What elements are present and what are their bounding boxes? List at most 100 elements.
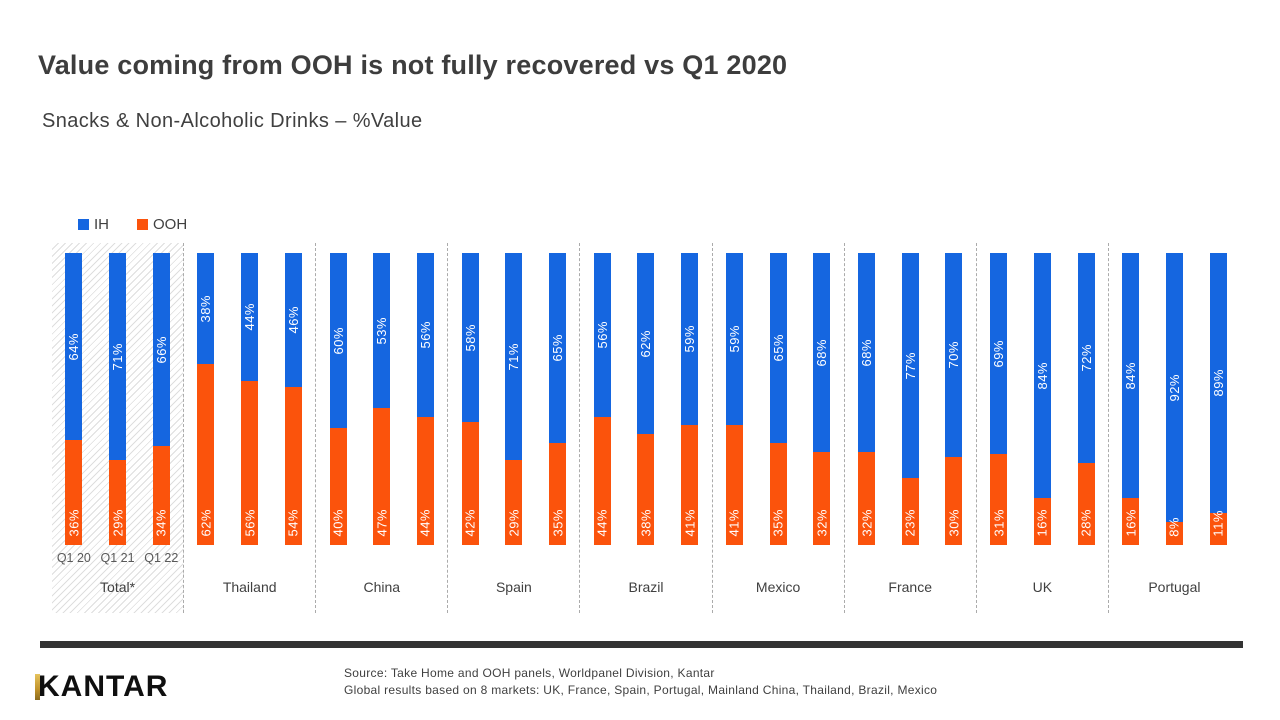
ih-value-label: 69% (991, 339, 1007, 368)
group-label: Mexico (755, 579, 801, 595)
ih-value-label: 68% (814, 338, 830, 367)
ooh-color-swatch (137, 219, 148, 230)
group-label: France (888, 579, 932, 595)
bar-segment-ih: 89% (1209, 253, 1227, 513)
bar-tick-label: Q1 20 (56, 551, 91, 565)
stacked-bar: 44% 56% (241, 253, 259, 545)
bar-tick-empty (888, 551, 932, 567)
stacked-bar: 59% 41% (681, 253, 699, 545)
market-group-mexico: 59% 41% 65% 35% 68% 32% Mexico (713, 243, 845, 613)
source-note: Source: Take Home and OOH panels, Worldp… (344, 665, 937, 699)
bar-segment-ooh (197, 363, 215, 545)
ooh-value-label: 23% (902, 509, 918, 537)
kantar-gold-mark (35, 674, 40, 700)
ooh-value-label: 62% (198, 509, 214, 537)
bar-segment-ooh (858, 451, 875, 545)
bar-tick-empty (756, 551, 800, 567)
bar-tick-empty (448, 551, 492, 567)
bar-segment-ooh (1165, 521, 1183, 545)
bar-segment-ooh (637, 434, 655, 545)
ooh-value-label: 31% (991, 509, 1007, 537)
stacked-bar: 58% 42% (461, 253, 479, 545)
ooh-value-label: 16% (1034, 509, 1050, 537)
ih-value-label: 84% (1123, 361, 1139, 390)
stacked-bar: 59% 41% (725, 253, 743, 545)
stacked-bar: 77% 23% (901, 253, 919, 545)
bar-ticks-row (184, 551, 315, 567)
ih-value-label: 70% (946, 341, 962, 369)
legend-item-ih: IH (78, 216, 109, 233)
ih-value-label: 84% (1034, 361, 1050, 390)
bar-segment-ih: 60% (329, 253, 347, 429)
ooh-value-label: 40% (330, 509, 346, 537)
bar-segment-ih: 77% (901, 253, 919, 478)
stacked-bar: 65% 35% (549, 253, 567, 545)
bar-tick-label: Q1 21 (100, 551, 135, 565)
bar-segment-ih: 56% (593, 253, 611, 417)
market-group-total: 64% 36% 71% 29% 66% 34% Q1 20 Q1 21 Q1 22 Total* (52, 243, 185, 613)
bar-segment-ih: 56% (416, 253, 434, 417)
bars-row: 59% 41% 65% 35% 68% 32% (713, 253, 844, 545)
bar-segment-ih: 92% (1165, 253, 1183, 522)
stacked-bar: 70% 30% (945, 253, 963, 545)
bar-segment-ih: 65% (769, 253, 787, 443)
bar-segment-ooh (1209, 512, 1227, 545)
ooh-value-label: 44% (417, 509, 433, 537)
group-label: Portugal (1148, 579, 1201, 595)
ih-value-label: 71% (110, 342, 126, 371)
bar-segment-ih: 68% (813, 253, 831, 452)
source-line-2: Global results based on 8 markets: UK, F… (344, 683, 938, 697)
group-label: UK (1032, 579, 1053, 595)
bar-segment-ooh (461, 422, 479, 545)
stacked-bar: 62% 38% (637, 253, 655, 545)
bar-segment-ooh (1077, 463, 1095, 545)
market-group-brazil: 56% 44% 62% 38% 59% 41% Brazil (580, 243, 713, 613)
ooh-value-label: 30% (946, 509, 962, 537)
bar-tick-empty (1020, 551, 1064, 567)
stacked-bar: 46% 54% (284, 253, 302, 545)
bar-ticks-row (713, 551, 844, 567)
bar-segment-ooh (241, 381, 259, 545)
ih-color-swatch (78, 219, 89, 230)
ooh-value-label: 34% (153, 509, 169, 537)
stacked-bar: 69% 31% (990, 253, 1008, 545)
bar-segment-ooh (505, 460, 523, 545)
bar-tick-empty (228, 551, 272, 567)
market-group-france: 68% 32% 77% 23% 70% 30% France (845, 243, 977, 613)
ih-value-label: 66% (153, 335, 169, 364)
bar-segment-ih: 71% (505, 253, 523, 461)
bar-segment-ih: 72% (1077, 253, 1095, 464)
legend-item-ooh: OOH (137, 216, 187, 233)
bar-segment-ooh (416, 416, 434, 545)
ih-value-label: 65% (770, 334, 786, 362)
bars-row: 64% 36% 71% 29% 66% 34% (52, 253, 183, 545)
ih-value-label: 77% (902, 351, 918, 380)
bar-segment-ih: 71% (109, 253, 127, 461)
ih-value-label: 71% (506, 342, 522, 371)
bar-ticks-row (845, 551, 976, 567)
stacked-bar: 92% 8% (1165, 253, 1183, 545)
footer-divider (40, 641, 1243, 648)
chart-legend: IH OOH (78, 216, 187, 233)
bars-row: 68% 32% 77% 23% 70% 30% (845, 253, 976, 545)
ih-value-label: 64% (66, 332, 82, 361)
ooh-value-label: 35% (550, 509, 566, 537)
ih-value-label: 65% (550, 334, 566, 362)
stacked-bar: 38% 62% (197, 253, 215, 545)
bars-row: 58% 42% 71% 29% 65% 35% (448, 253, 579, 545)
bar-ticks-row (316, 551, 447, 567)
ih-value-label: 62% (638, 329, 654, 358)
ooh-value-label: 29% (506, 509, 522, 537)
ooh-value-label: 38% (638, 509, 654, 537)
stacked-bar: 53% 47% (373, 253, 391, 545)
ih-value-label: 46% (285, 306, 301, 334)
bar-tick-empty (272, 551, 316, 567)
ooh-value-label: 42% (462, 509, 478, 537)
market-group-spain: 58% 42% 71% 29% 65% 35% Spain (448, 243, 581, 613)
bar-segment-ih: 69% (990, 253, 1008, 455)
bar-segment-ih: 46% (284, 253, 302, 388)
bar-tick-empty (580, 551, 624, 567)
bar-segment-ooh (593, 416, 611, 545)
bar-tick-empty (624, 551, 668, 567)
bar-segment-ih: 44% (241, 253, 259, 382)
